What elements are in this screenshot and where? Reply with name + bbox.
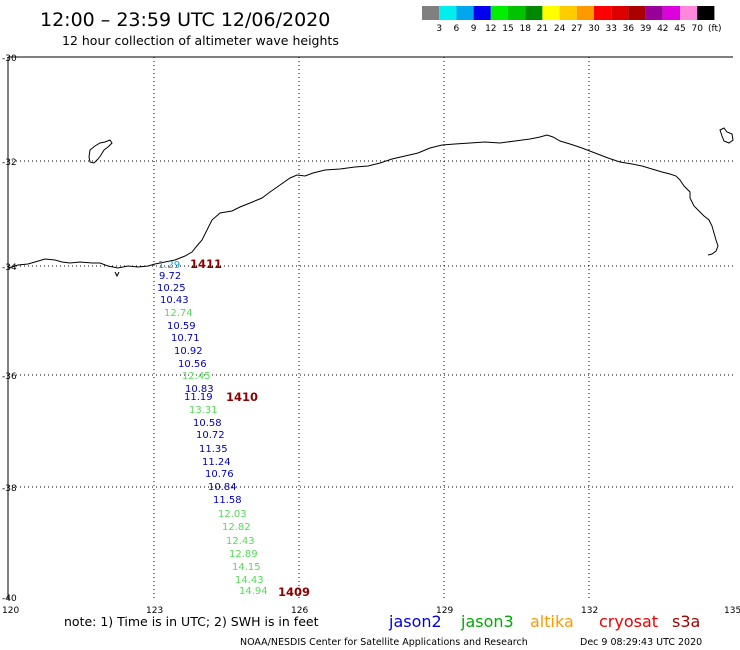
legend-swatch bbox=[439, 6, 457, 20]
satellite-name: jason3 bbox=[460, 612, 514, 631]
legend-label: 42 bbox=[657, 24, 668, 34]
lat-label: -38 bbox=[2, 484, 17, 494]
lon-label: 132 bbox=[581, 606, 598, 616]
legend-swatch bbox=[697, 6, 715, 20]
legend-label: 24 bbox=[554, 24, 566, 34]
wave-height-value: 9.72 bbox=[159, 271, 181, 282]
wave-height-value: 11.35 bbox=[199, 444, 228, 455]
legend-label: 70 bbox=[691, 24, 703, 34]
wave-height-value: 10.71 bbox=[171, 333, 200, 344]
coastline-islet bbox=[114, 271, 120, 278]
legend-label: 36 bbox=[623, 24, 635, 34]
wave-height-value: 10.58 bbox=[193, 418, 222, 429]
legend-label: 12 bbox=[485, 24, 496, 34]
lat-label: -40 bbox=[2, 594, 17, 604]
legend-swatch bbox=[422, 6, 440, 20]
wave-height-value: 1.29 bbox=[158, 260, 180, 271]
wave-height-value: 10.25 bbox=[157, 283, 186, 294]
legend-swatch bbox=[473, 6, 491, 20]
wave-height-value: 12.74 bbox=[164, 308, 193, 319]
legend-label: 6 bbox=[454, 24, 460, 34]
legend-swatch bbox=[662, 6, 680, 20]
legend-label: 30 bbox=[588, 24, 600, 34]
legend-label: 21 bbox=[537, 24, 548, 34]
coastline-west-island bbox=[88, 139, 113, 164]
legend-swatch bbox=[559, 6, 577, 20]
satellite-name: altika bbox=[530, 612, 574, 631]
legend-label: 33 bbox=[605, 24, 616, 34]
wave-height-value: 10.43 bbox=[160, 295, 189, 306]
legend-swatch bbox=[456, 6, 474, 20]
wave-height-value: 10.92 bbox=[174, 346, 203, 357]
legend-label: 45 bbox=[674, 24, 685, 34]
footer-note: note: 1) Time is in UTC; 2) SWH is in fe… bbox=[64, 614, 319, 629]
legend-swatch bbox=[628, 6, 646, 20]
wave-height-value: 12.43 bbox=[226, 536, 255, 547]
wave-height-value: 14.15 bbox=[232, 562, 261, 573]
wave-height-value: 12.82 bbox=[222, 522, 251, 533]
wave-height-value: 11.24 bbox=[202, 457, 231, 468]
legend-swatch bbox=[680, 6, 698, 20]
legend-swatch bbox=[490, 6, 508, 20]
wave-height-value: 11.19 bbox=[184, 392, 213, 403]
lon-label: 135 bbox=[724, 606, 740, 616]
wave-height-legend: 3 6 9 12 15 18 21 24 27 30 33 36 39 42 45 70 bbox=[422, 6, 715, 34]
footer-timestamp: Dec 9 08:29:43 UTC 2020 bbox=[580, 637, 702, 648]
lon-label: 129 bbox=[436, 606, 453, 616]
map-subtitle: 12 hour collection of altimeter wave hei… bbox=[62, 33, 339, 48]
map-title: 12:00 – 23:59 UTC 12/06/2020 bbox=[40, 9, 330, 31]
lon-label: 126 bbox=[291, 606, 308, 616]
wave-height-value: 10.76 bbox=[205, 469, 234, 480]
legend-swatch bbox=[594, 6, 612, 20]
satellite-legend: jason2 jason3 altika cryosat s3a bbox=[388, 612, 700, 631]
legend-swatch bbox=[508, 6, 526, 20]
wave-height-value: 14.43 bbox=[235, 575, 264, 586]
lon-label: 120 bbox=[2, 606, 19, 616]
legend-label: 15 bbox=[502, 24, 513, 34]
legend-label: 18 bbox=[519, 24, 531, 34]
coastline bbox=[7, 134, 719, 269]
wave-height-value: 11.58 bbox=[213, 495, 242, 506]
wave-height-value: 12.03 bbox=[218, 509, 247, 520]
satellite-name: s3a bbox=[672, 612, 700, 631]
wave-height-value: 14.94 bbox=[239, 586, 268, 597]
pass-label-1409: 1409 bbox=[278, 585, 310, 599]
legend-swatch bbox=[645, 6, 663, 20]
lon-label: 123 bbox=[146, 606, 163, 616]
wave-height-value: 13.31 bbox=[189, 405, 218, 416]
legend-swatch bbox=[542, 6, 560, 20]
wave-height-value: 10.56 bbox=[178, 359, 207, 370]
legend-label: 39 bbox=[640, 24, 652, 34]
legend-unit: (ft) bbox=[708, 24, 722, 34]
pass-label-1411: 1411 bbox=[190, 257, 222, 271]
pass-label-1410: 1410 bbox=[226, 390, 258, 404]
graticule bbox=[8, 57, 733, 599]
legend-label: 27 bbox=[571, 24, 582, 34]
wave-height-value: 10.72 bbox=[196, 430, 225, 441]
legend-label: 3 bbox=[436, 24, 442, 34]
wave-height-value: 10.59 bbox=[167, 321, 196, 332]
wave-height-value: 12.89 bbox=[229, 549, 258, 560]
legend-swatch bbox=[525, 6, 543, 20]
wave-height-value: 10.83 bbox=[185, 384, 214, 395]
lat-label: -32 bbox=[2, 158, 17, 168]
lat-label: -36 bbox=[2, 372, 17, 382]
satellite-name: cryosat bbox=[599, 612, 658, 631]
wave-height-value: 12.45 bbox=[182, 371, 211, 382]
satellite-name: jason2 bbox=[388, 612, 442, 631]
footer-credit: NOAA/NESDIS Center for Satellite Applica… bbox=[240, 637, 528, 648]
coastline-east-island bbox=[719, 127, 734, 144]
legend-swatch bbox=[611, 6, 629, 20]
lat-label: -30 bbox=[2, 54, 17, 64]
wave-height-value: 10.84 bbox=[208, 482, 237, 493]
legend-swatch bbox=[576, 6, 594, 20]
legend-label: 9 bbox=[471, 24, 477, 34]
